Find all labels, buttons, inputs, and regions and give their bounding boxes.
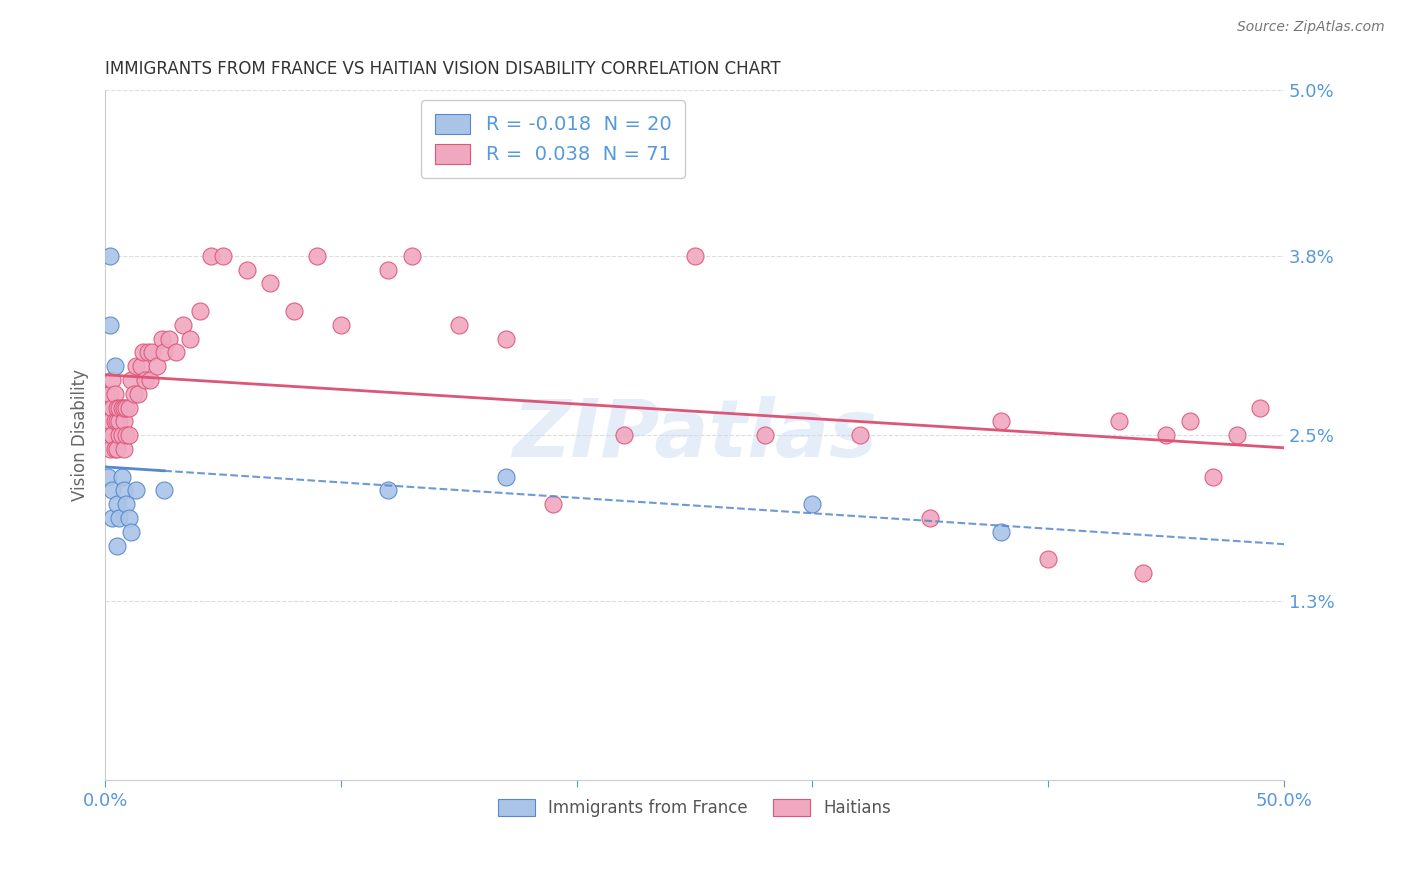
Point [188, 304, 211, 318]
Point [118, 401, 141, 415]
Point [115, 401, 138, 415]
Point [200, 249, 222, 263]
Point [377, 483, 399, 498]
Point [259, 277, 281, 291]
Point [307, 249, 329, 263]
Point [1249, 401, 1271, 415]
Point [111, 428, 134, 442]
Point [118, 511, 141, 525]
Point [283, 304, 305, 318]
Point [104, 387, 127, 401]
Point [153, 345, 176, 359]
Point [115, 497, 138, 511]
Point [330, 318, 353, 332]
Point [111, 469, 134, 483]
Point [990, 415, 1012, 429]
Legend: Immigrants from France, Haitians: Immigrants from France, Haitians [492, 792, 897, 823]
Point [683, 249, 706, 263]
Point [235, 262, 257, 277]
Point [136, 345, 159, 359]
Point [98, 415, 121, 429]
Point [139, 373, 162, 387]
Point [105, 401, 128, 415]
Point [613, 428, 636, 442]
Point [98, 318, 121, 332]
Point [801, 497, 824, 511]
Text: ZIPatlas: ZIPatlas [512, 396, 877, 475]
Point [108, 401, 131, 415]
Point [101, 483, 124, 498]
Point [104, 359, 127, 374]
Text: Source: ZipAtlas.com: Source: ZipAtlas.com [1237, 20, 1385, 34]
Point [165, 345, 187, 359]
Point [495, 469, 517, 483]
Point [105, 539, 128, 553]
Point [1178, 415, 1201, 429]
Point [1154, 428, 1177, 442]
Point [157, 332, 180, 346]
Point [112, 483, 135, 498]
Point [401, 249, 423, 263]
Point [105, 415, 128, 429]
Point [108, 415, 131, 429]
Point [98, 249, 121, 263]
Point [212, 249, 235, 263]
Point [495, 332, 517, 346]
Point [150, 332, 173, 346]
Point [98, 442, 121, 456]
Point [105, 442, 128, 456]
Point [97, 401, 120, 415]
Point [848, 428, 870, 442]
Point [101, 428, 124, 442]
Point [118, 428, 141, 442]
Point [1108, 415, 1130, 429]
Point [132, 345, 155, 359]
Point [127, 387, 149, 401]
Point [377, 262, 399, 277]
Point [129, 359, 152, 374]
Point [111, 401, 134, 415]
Point [541, 497, 564, 511]
Point [115, 428, 138, 442]
Y-axis label: Vision Disability: Vision Disability [72, 369, 89, 501]
Point [447, 318, 470, 332]
Point [101, 511, 124, 525]
Point [98, 387, 121, 401]
Point [112, 442, 135, 456]
Point [101, 401, 124, 415]
Point [1226, 428, 1249, 442]
Point [172, 318, 194, 332]
Point [101, 373, 124, 387]
Point [125, 359, 148, 374]
Point [1202, 469, 1225, 483]
Point [179, 332, 201, 346]
Point [104, 442, 127, 456]
Point [108, 511, 131, 525]
Point [112, 401, 135, 415]
Point [141, 345, 163, 359]
Point [146, 359, 169, 374]
Point [108, 428, 131, 442]
Point [754, 428, 776, 442]
Point [122, 387, 145, 401]
Point [125, 483, 148, 498]
Point [105, 497, 128, 511]
Point [120, 373, 142, 387]
Point [104, 415, 127, 429]
Point [97, 428, 120, 442]
Point [120, 524, 142, 539]
Point [153, 483, 176, 498]
Point [1132, 566, 1154, 581]
Point [112, 415, 135, 429]
Point [1038, 552, 1060, 566]
Point [920, 511, 942, 525]
Point [97, 387, 120, 401]
Point [990, 524, 1012, 539]
Point [134, 373, 156, 387]
Text: IMMIGRANTS FROM FRANCE VS HAITIAN VISION DISABILITY CORRELATION CHART: IMMIGRANTS FROM FRANCE VS HAITIAN VISION… [105, 60, 780, 78]
Point [97, 469, 120, 483]
